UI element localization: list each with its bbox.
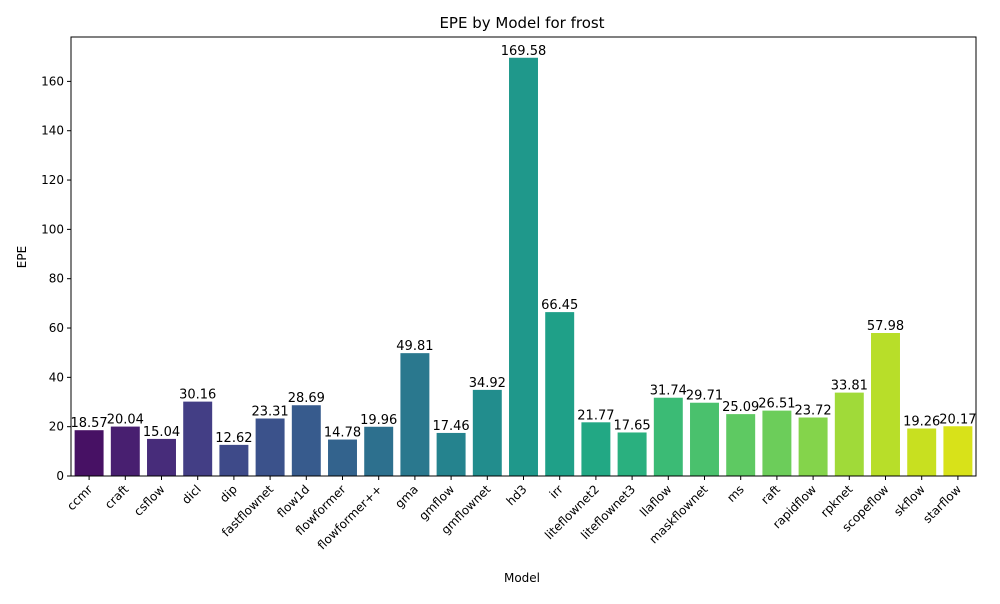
data-label-gmflow: 17.46 bbox=[432, 419, 469, 434]
data-label-scopeflow: 57.98 bbox=[867, 319, 904, 334]
data-label-dicl: 30.16 bbox=[179, 388, 216, 403]
y-tick-label-20: 20 bbox=[49, 420, 64, 434]
bar-irr bbox=[545, 312, 575, 476]
y-tick-label-60: 60 bbox=[49, 321, 64, 335]
bar-rpknet bbox=[834, 392, 864, 476]
data-label-craft: 20.04 bbox=[107, 413, 144, 428]
data-label-rapidflow: 23.72 bbox=[794, 403, 831, 418]
data-label-raft: 26.51 bbox=[758, 397, 795, 412]
data-label-maskflownet: 29.71 bbox=[686, 389, 723, 404]
bar-ms bbox=[726, 414, 756, 476]
bar-flowformer++ bbox=[364, 426, 394, 476]
x-tick-label-ccmr: ccmr bbox=[64, 482, 95, 513]
data-label-hd3: 169.58 bbox=[501, 44, 547, 59]
x-axis: ccmr craft csflow dicl dipfastflownetflow1df… bbox=[64, 476, 964, 552]
x-tick-label-gma: gma bbox=[392, 482, 421, 511]
data-label-skflow: 19.26 bbox=[903, 414, 940, 429]
x-tick-label-raft: raft bbox=[758, 482, 783, 507]
data-label-flowformer: 14.78 bbox=[324, 426, 361, 441]
x-tick-label-csflow: csflow bbox=[131, 482, 168, 519]
data-label-flow1d: 28.69 bbox=[288, 391, 325, 406]
x-tick-label-ms: ms bbox=[724, 482, 747, 505]
chart-title: EPE by Model for frost bbox=[439, 14, 604, 32]
bar-llaflow bbox=[653, 397, 683, 476]
bar-liteflownet3 bbox=[617, 432, 647, 476]
bar-liteflownet2 bbox=[581, 422, 611, 476]
bar-skflow bbox=[907, 428, 937, 476]
bar-dicl bbox=[183, 401, 213, 476]
y-tick-label-140: 140 bbox=[41, 124, 64, 138]
bar-gmflow bbox=[436, 432, 466, 476]
data-label-irr: 66.45 bbox=[541, 298, 578, 313]
x-tick-label-starflow: starflow bbox=[920, 482, 964, 526]
data-label-gmflownet: 34.92 bbox=[469, 376, 506, 391]
y-tick-label-120: 120 bbox=[41, 173, 64, 187]
data-label-dip: 12.62 bbox=[215, 431, 252, 446]
bar-csflow bbox=[147, 438, 176, 476]
x-tick-label-irr: irr bbox=[547, 482, 566, 501]
data-label-csflow: 15.04 bbox=[143, 425, 180, 440]
bar-fastflownet bbox=[255, 418, 285, 476]
data-label-ccmr: 18.57 bbox=[70, 416, 107, 431]
bar-raft bbox=[762, 410, 792, 476]
data-label-fastflownet: 23.31 bbox=[251, 405, 288, 420]
bars-layer bbox=[74, 57, 973, 477]
data-label-llaflow: 31.74 bbox=[650, 384, 687, 399]
bar-maskflownet bbox=[690, 402, 719, 476]
data-label-gma: 49.81 bbox=[396, 339, 433, 354]
data-label-flowformer++: 19.96 bbox=[360, 413, 397, 428]
bar-dip bbox=[219, 444, 249, 476]
y-tick-label-160: 160 bbox=[41, 74, 64, 88]
bar-rapidflow bbox=[798, 417, 828, 476]
x-tick-label-dip: dip bbox=[217, 482, 240, 505]
bar-craft bbox=[110, 426, 140, 476]
y-tick-label-40: 40 bbox=[49, 370, 64, 384]
data-label-liteflownet2: 21.77 bbox=[577, 408, 614, 423]
x-tick-label-hd3: hd3 bbox=[504, 482, 530, 508]
bar-flowformer bbox=[328, 439, 357, 476]
bar-scopeflow bbox=[871, 333, 900, 476]
x-tick-label-craft: craft bbox=[102, 482, 132, 512]
bar-flow1d bbox=[291, 405, 321, 476]
data-label-ms: 25.09 bbox=[722, 400, 759, 415]
x-axis-label: Model bbox=[504, 571, 540, 585]
bar-ccmr bbox=[74, 430, 104, 476]
y-tick-label-0: 0 bbox=[56, 469, 64, 483]
data-label-starflow: 20.17 bbox=[939, 412, 976, 427]
bar-hd3 bbox=[509, 57, 538, 477]
bar-starflow bbox=[943, 426, 973, 476]
bar-gmflownet bbox=[472, 389, 502, 476]
y-tick-label-100: 100 bbox=[41, 222, 64, 236]
y-axis-label: EPE bbox=[15, 246, 29, 268]
x-tick-label-flowformer++: flowformer++ bbox=[315, 482, 385, 552]
data-label-liteflownet3: 17.65 bbox=[613, 418, 650, 433]
y-axis: 0 20 40 60 80 100 120 140 160 bbox=[41, 74, 71, 483]
plot-frame bbox=[70, 36, 977, 477]
y-tick-label-80: 80 bbox=[49, 272, 64, 286]
data-label-rpknet: 33.81 bbox=[831, 379, 868, 394]
bar-gma bbox=[400, 353, 430, 476]
x-tick-label-dicl: dicl bbox=[179, 482, 204, 507]
